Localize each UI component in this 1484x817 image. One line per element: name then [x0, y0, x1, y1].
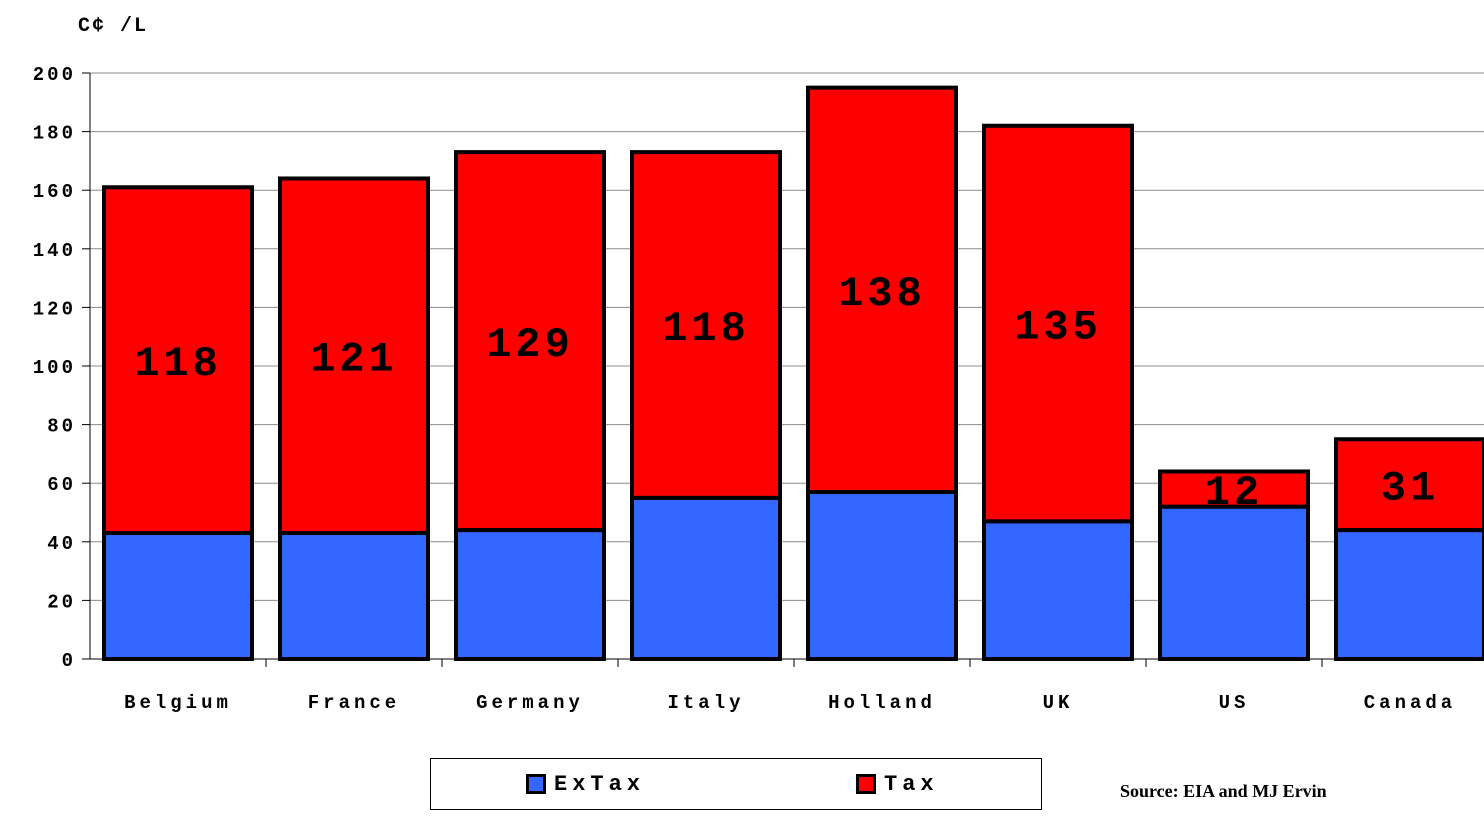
legend-label-tax: Tax [884, 771, 939, 797]
y-tick-label: 160 [33, 181, 76, 203]
bar-tax-uk [982, 123, 1134, 524]
legend-item-extax: ExTax [526, 771, 645, 797]
bar-tax-italy [630, 150, 782, 500]
data-label: 118 [134, 340, 222, 388]
x-tick-label: Canada [1364, 692, 1456, 714]
data-labels: 118 121 129 118 138 135 12 31 [134, 270, 1439, 517]
y-tick-label: 120 [33, 298, 76, 320]
y-tick-label: 200 [33, 64, 76, 86]
x-tick-label: UK [1043, 692, 1074, 714]
y-tick-label: 80 [47, 416, 76, 438]
legend-item-tax: Tax [856, 771, 939, 797]
x-tick-label: Holland [828, 692, 936, 714]
legend-swatch-tax [856, 774, 876, 794]
data-label: 135 [1014, 304, 1102, 352]
bar-extax-italy [630, 495, 782, 661]
x-tick-label: Belgium [124, 692, 232, 714]
bar-tax-belgium [102, 185, 254, 536]
x-tick-label: Italy [667, 692, 744, 714]
bar-tax-us [1158, 469, 1310, 509]
bar-tax-france [278, 176, 430, 536]
y-tick-label: 0 [62, 650, 76, 672]
legend: ExTax Tax [430, 758, 1042, 810]
source-note: Source: EIA and MJ Ervin [1120, 781, 1327, 801]
bar-extax-holland [806, 489, 958, 661]
data-label: 12 [1205, 469, 1263, 517]
bar-extax-france [278, 531, 430, 662]
axes: 0 20 40 60 80 100 120 140 160 180 200 Belgium France… [33, 64, 1484, 714]
y-tick-label: 100 [33, 357, 76, 379]
x-tick-label: France [308, 692, 400, 714]
y-tick-label: 40 [47, 533, 76, 555]
bar-extax-canada [1334, 528, 1484, 662]
stacked-bar-chart: 0 20 40 60 80 100 120 140 160 180 200 Belgium France… [33, 15, 1484, 714]
bar-extax-us [1158, 504, 1310, 662]
y-tick-label: 140 [33, 240, 76, 262]
y-tick-label: 180 [33, 123, 76, 145]
data-label: 138 [838, 270, 926, 318]
data-label: 121 [310, 336, 398, 384]
bar-tax-holland [806, 85, 958, 494]
bar-extax-germany [454, 528, 606, 662]
data-label: 129 [486, 321, 574, 369]
x-tick-label: US [1219, 692, 1250, 714]
bar-extax-uk [982, 519, 1134, 661]
y-tick-label: 60 [47, 474, 76, 496]
legend-label-extax: ExTax [554, 771, 646, 797]
bar-tax-germany [454, 150, 606, 533]
data-label: 118 [662, 305, 750, 353]
bar-extax-belgium [102, 531, 254, 662]
y-axis-label: C¢ /L [78, 15, 148, 38]
legend-swatch-extax [526, 774, 546, 794]
bar-tax-canada [1334, 437, 1484, 533]
data-label: 31 [1381, 465, 1439, 513]
x-tick-label: Germany [476, 692, 584, 714]
y-tick-label: 20 [47, 591, 76, 613]
